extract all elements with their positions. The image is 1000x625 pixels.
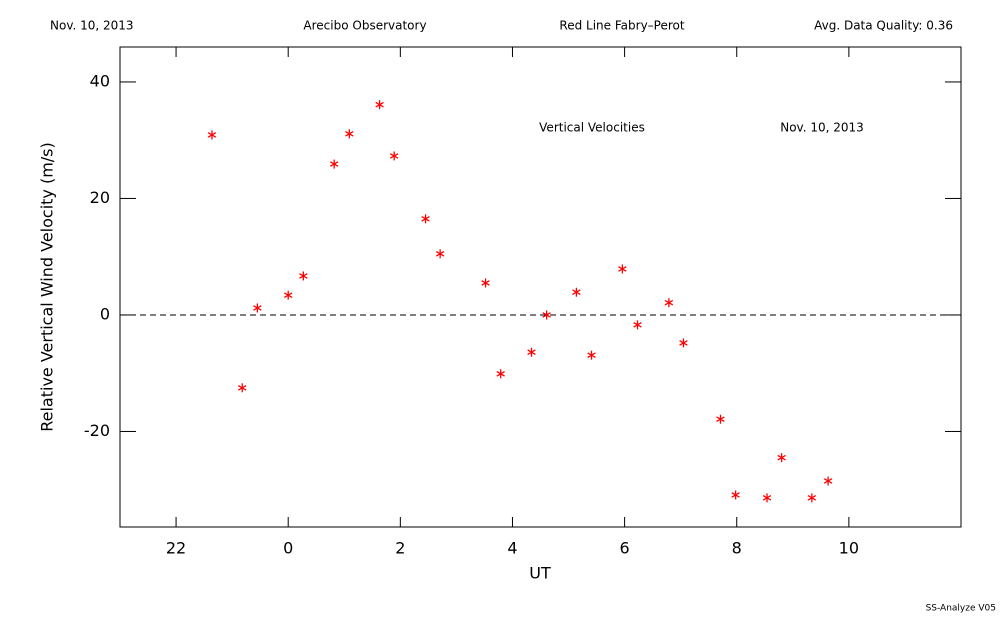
marker (527, 347, 536, 357)
marker-stroke (716, 416, 725, 423)
marker-stroke (679, 340, 688, 346)
marker (777, 453, 786, 463)
y-axis-label: Relative Vertical Wind Velocity (m/s) (38, 142, 57, 432)
marker-stroke (527, 349, 536, 356)
x-tick-label: 0 (283, 539, 293, 558)
marker-stroke (542, 312, 551, 318)
marker-stroke (481, 280, 490, 286)
header-quality: Avg. Data Quality: 0.36 (814, 19, 953, 33)
marker (731, 490, 740, 500)
marker-stroke (496, 370, 505, 377)
plot-frame (119, 46, 962, 528)
marker (207, 130, 217, 140)
marker-stroke (253, 305, 262, 311)
header-date: Nov. 10, 2013 (50, 19, 134, 33)
marker-stroke (299, 273, 308, 279)
marker-stroke (238, 384, 247, 391)
header-instrument: Red Line Fabry–Perot (559, 19, 684, 33)
marker-stroke (633, 322, 642, 328)
header-site: Arecibo Observatory (303, 19, 426, 33)
marker (238, 383, 247, 393)
marker (716, 414, 725, 424)
marker-stroke (207, 132, 217, 138)
y-tick-label: -20 (84, 421, 110, 440)
marker-stroke (329, 161, 339, 167)
marker (633, 320, 642, 330)
marker-stroke (587, 352, 596, 358)
x-tick-label: 2 (395, 539, 405, 558)
x-tick-label: 22 (166, 539, 186, 558)
x-tick-label: 10 (839, 539, 859, 558)
marker-stroke (762, 495, 772, 501)
marker (807, 493, 817, 503)
marker (496, 369, 505, 379)
marker-stroke (618, 266, 627, 272)
marker (283, 290, 293, 300)
marker-stroke (731, 492, 740, 498)
marker-stroke (435, 250, 445, 257)
marker (253, 303, 262, 313)
x-tick-label: 4 (507, 539, 517, 558)
marker (345, 129, 354, 139)
marker (679, 338, 688, 348)
marker-stroke (375, 101, 384, 108)
marker (572, 287, 581, 297)
marker-stroke (777, 454, 786, 461)
marker-stroke (389, 153, 399, 159)
marker-stroke (421, 216, 430, 222)
marker (421, 214, 430, 224)
marker (435, 249, 445, 259)
marker-stroke (283, 292, 293, 298)
y-tick-label: 40 (90, 71, 110, 90)
marker (329, 159, 339, 169)
marker-stroke (807, 495, 817, 501)
marker-stroke (572, 289, 581, 296)
marker (481, 278, 490, 288)
y-tick-label: 0 (100, 304, 110, 323)
marker (375, 100, 384, 110)
marker (389, 151, 399, 161)
x-tick-label: 6 (620, 539, 630, 558)
marker (618, 264, 627, 274)
marker (762, 493, 772, 503)
marker (823, 476, 833, 486)
x-axis-label: UT (529, 564, 551, 583)
footer: SS-Analyze V05 (926, 604, 996, 614)
annotation: Vertical Velocities (539, 121, 645, 135)
y-tick-label: 20 (90, 188, 110, 207)
marker-stroke (345, 130, 354, 137)
x-tick-label: 8 (732, 539, 742, 558)
marker-stroke (664, 299, 674, 306)
marker-stroke (823, 478, 833, 484)
marker (299, 271, 308, 281)
marker (542, 310, 551, 320)
marker (587, 350, 596, 360)
annotation: Nov. 10, 2013 (780, 121, 864, 135)
marker (664, 298, 674, 308)
